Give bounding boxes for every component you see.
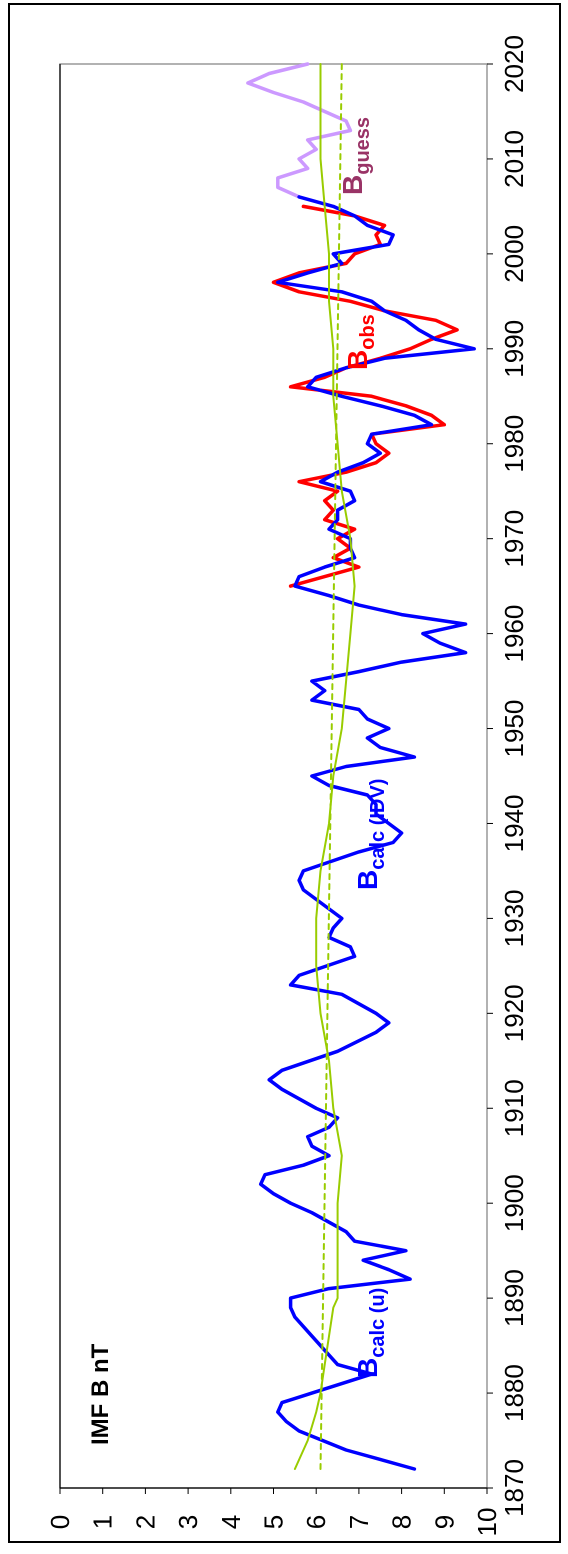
year-tick-label: 1870 — [499, 1459, 529, 1517]
year-tick-label: 1910 — [499, 1079, 529, 1137]
year-tick-label: 1930 — [499, 889, 529, 947]
value-tick-label: 1 — [88, 1515, 118, 1529]
label-calc-u-main: B — [352, 1358, 383, 1378]
chart-title: IMF B nT — [87, 1343, 114, 1445]
value-tick-label: 0 — [45, 1515, 75, 1529]
plot-area — [59, 63, 488, 1489]
label-guess-sub: guess — [352, 117, 374, 175]
value-tick-label: 5 — [259, 1515, 289, 1529]
year-tick-label: 1950 — [499, 700, 529, 758]
value-tick-label: 10 — [472, 1508, 502, 1537]
label-guess: Bguess — [337, 117, 374, 195]
year-tick-label: 1990 — [499, 320, 529, 378]
year-tick-label: 2020 — [499, 35, 529, 93]
series-line-mean — [319, 63, 343, 1470]
year-tick-label: 1890 — [499, 1269, 529, 1327]
value-tick-label: 3 — [173, 1515, 203, 1529]
value-tick-label: 4 — [216, 1515, 246, 1529]
value-tick-label: 7 — [344, 1515, 374, 1529]
label-calc-idv: Bcalc (IDV) — [352, 779, 389, 890]
label-calc-idv-sub: calc (IDV) — [367, 779, 389, 870]
label-obs-main: B — [342, 350, 373, 370]
year-tick-label: 1900 — [499, 1174, 529, 1232]
value-tick-label: 9 — [429, 1515, 459, 1529]
label-calc-u: Bcalc (u) — [352, 1288, 389, 1378]
series-line-guess — [246, 62, 353, 199]
value-tick-label: 2 — [130, 1515, 160, 1529]
year-tick-label: 2000 — [499, 225, 529, 283]
year-tick-label: 1980 — [499, 415, 529, 473]
year-tick-label: 1920 — [499, 984, 529, 1042]
label-calc-idv-main: B — [352, 870, 383, 890]
year-tick-label: 2010 — [499, 130, 529, 188]
year-tick-label: 1970 — [499, 510, 529, 568]
year-tick-label: 1960 — [499, 605, 529, 663]
label-calc-u-sub: calc (u) — [367, 1288, 389, 1358]
value-tick-label: 6 — [301, 1515, 331, 1529]
series-line-calc — [258, 195, 476, 1471]
label-guess-main: B — [337, 175, 368, 195]
label-obs-sub: obs — [357, 314, 379, 350]
value-tick-label: 8 — [387, 1515, 417, 1529]
year-tick-label: 1940 — [499, 795, 529, 853]
series-line-smooth — [293, 63, 356, 1470]
year-tick-label: 1880 — [499, 1364, 529, 1422]
label-obs: Bobs — [342, 314, 379, 370]
